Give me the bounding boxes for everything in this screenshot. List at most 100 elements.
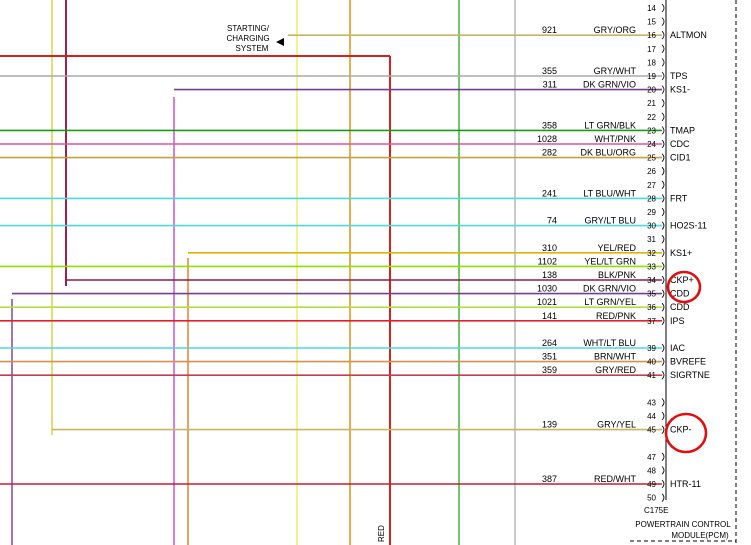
pin-socket	[661, 71, 665, 81]
pin-socket	[661, 3, 665, 13]
pin-function: IPS	[670, 316, 685, 326]
wire-color: GRY/RED	[595, 365, 636, 375]
pin-socket	[661, 126, 665, 135]
wire-color: LT GRN/BLK	[584, 120, 636, 130]
circuit-number: 1030	[537, 284, 557, 294]
pin-function: CDC	[670, 139, 690, 149]
wire-color: LT BLU/WHT	[583, 188, 636, 198]
pin-function: CID1	[670, 153, 691, 163]
pin-number: 16	[647, 31, 656, 40]
pin-number: 48	[647, 466, 656, 475]
pin-socket	[661, 153, 665, 162]
pin-number: 14	[647, 4, 656, 13]
pin-function: KS1+	[670, 248, 692, 258]
pin-number: 31	[647, 235, 656, 244]
pin-function: KS1-	[670, 85, 690, 95]
pin-socket	[661, 411, 665, 421]
pin-socket	[661, 275, 665, 285]
wire-color: BRN/WHT	[594, 352, 636, 362]
circuit-number: 921	[542, 25, 557, 35]
pin-number: 20	[647, 86, 656, 95]
circuit-number: 264	[542, 338, 557, 348]
pin-function: CDD	[670, 289, 690, 299]
circuit-number: 358	[542, 120, 557, 130]
module-label-line1: POWERTRAIN CONTROL	[635, 520, 731, 529]
circuit-number: 1021	[537, 297, 557, 307]
starting-charging-line1: STARTING/	[227, 24, 270, 33]
pin-socket	[661, 234, 665, 244]
pin-number: 24	[647, 140, 656, 149]
circuit-number: 138	[542, 270, 557, 280]
circuit-number: 139	[542, 420, 557, 430]
pin-function: BVREFE	[670, 357, 706, 367]
pin-number: 36	[647, 303, 656, 312]
pin-number: 26	[647, 167, 656, 176]
pin-function: IAC	[670, 343, 686, 353]
pin-function: TMAP	[670, 125, 695, 135]
pin-socket	[661, 139, 665, 149]
wire-color: WHT/PNK	[595, 134, 637, 144]
highlight-circle-ckp-minus	[664, 412, 708, 454]
pin-socket	[661, 262, 665, 271]
pin-number: 33	[647, 262, 656, 271]
pin-function: HTR-11	[670, 479, 701, 489]
pin-number: 19	[647, 72, 656, 81]
connector-label: C175E	[644, 506, 668, 515]
pin-socket	[661, 58, 665, 67]
wire-color: LT GRN/YEL	[584, 297, 636, 307]
pin-number: 28	[647, 194, 656, 203]
pin-function: TPS	[670, 71, 688, 81]
pin-number: 29	[647, 208, 656, 217]
pin-number: 35	[647, 290, 656, 299]
pin-socket	[661, 370, 665, 380]
pin-labels: 921 GRY/ORG 355 GRY/WHT 311 DK GRN/VIO 358 LT G…	[537, 25, 637, 484]
pin-socket	[661, 466, 665, 475]
circuit-number: 311	[543, 80, 557, 90]
pin-number: 23	[647, 126, 656, 135]
pin-number: 34	[647, 276, 656, 285]
pin-socket	[661, 30, 665, 40]
wire-color: DK GRN/VIO	[583, 80, 636, 90]
vertical-wire-label: RED	[377, 525, 386, 542]
pin-number: 43	[647, 398, 656, 407]
pin-number: 25	[647, 154, 656, 163]
pin-socket	[661, 180, 665, 190]
wire-color: WHT/LT BLU	[583, 338, 636, 348]
pin-number: 45	[647, 426, 656, 435]
pin-socket	[661, 289, 665, 298]
pin-socket	[661, 452, 665, 462]
pin-number: 15	[647, 18, 656, 27]
pin-socket	[661, 493, 665, 502]
pin-number: 18	[647, 58, 656, 67]
pin-function: HO2S-11	[670, 221, 707, 231]
pin-function: CKP-	[670, 425, 692, 435]
pin-number: 50	[647, 494, 656, 503]
pin-number: 40	[647, 358, 656, 367]
wire-color: YEL/RED	[597, 243, 636, 253]
circuit-number: 282	[542, 148, 557, 158]
pin-socket	[661, 44, 665, 54]
module-label-line2: MODULE(PCM)	[671, 531, 729, 540]
pin-socket	[661, 343, 665, 353]
circuit-number: 355	[542, 66, 557, 76]
wire-color: YEL/LT GRN	[584, 256, 636, 266]
wire-color: GRY/ORG	[594, 25, 636, 35]
wire-color: GRY/WHT	[594, 66, 637, 76]
circuit-number: 141	[542, 311, 557, 321]
pin-function: CKP+	[670, 275, 694, 285]
wire-color: DK GRN/VIO	[583, 284, 636, 294]
pin-socket	[661, 221, 665, 230]
pin-number: 37	[647, 317, 656, 326]
pin-socket	[661, 17, 665, 26]
pin-numbers: 14 15 16 17 18 19 20 21 22 23 24 25 26 27 28 29 30 31 32 33…	[647, 3, 665, 503]
starting-charging-line3: SYSTEM	[236, 44, 269, 53]
pin-number: 32	[647, 249, 656, 258]
circuit-number: 1028	[537, 134, 557, 144]
circuit-number: 387	[542, 474, 557, 484]
circuit-number: 310	[542, 243, 557, 253]
wire-color: RED/WHT	[594, 474, 636, 484]
pin-number: 21	[647, 99, 656, 108]
pin-function: ALTMON	[670, 30, 707, 40]
pin-socket	[661, 398, 665, 407]
